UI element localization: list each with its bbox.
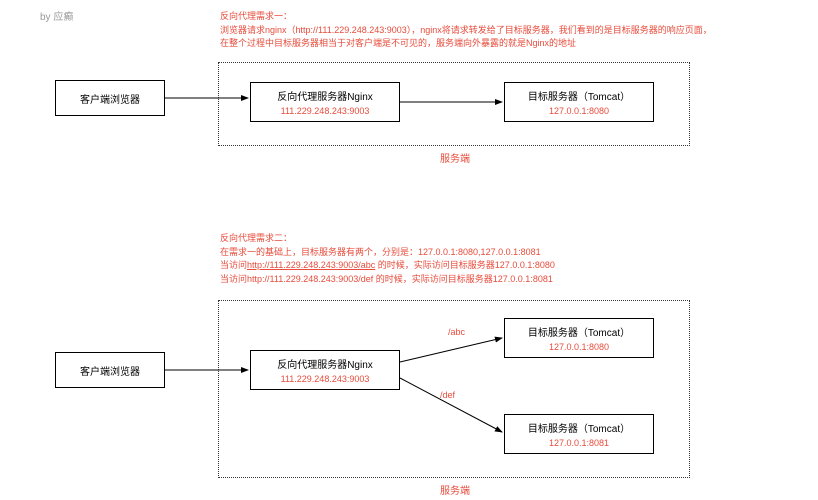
d2-tomcat1-title: 目标服务器（Tomcat） [528, 324, 630, 339]
desc2-line1: 在需求一的基础上，目标服务器有两个，分别是：127.0.0.1:8080,127… [220, 246, 800, 260]
d1-nginx-addr: 111.229.248.243:9003 [281, 106, 370, 116]
d2-nginx-box: 反向代理服务器Nginx 111.229.248.243:9003 [250, 350, 400, 390]
desc2-line2b: 的时候，实际访问目标服务器127.0.0.1:8080 [375, 260, 555, 270]
desc1-line1: 浏览器请求nginx（http://111.229.248.243:9003），… [220, 24, 800, 38]
desc2-line2a: 当访问 [220, 260, 247, 270]
edge-label-def: /def [440, 390, 455, 400]
d2-tomcat1-box: 目标服务器（Tomcat） 127.0.0.1:8080 [504, 318, 654, 358]
d2-tomcat2-title: 目标服务器（Tomcat） [528, 420, 630, 435]
d2-nginx-addr: 111.229.248.243:9003 [281, 374, 370, 384]
d1-server-label: 服务端 [440, 150, 470, 165]
d2-tomcat1-addr: 127.0.0.1:8080 [549, 342, 609, 352]
d1-nginx-box: 反向代理服务器Nginx 111.229.248.243:9003 [250, 82, 400, 122]
d1-client-box: 客户端浏览器 [55, 80, 165, 116]
desc2-title: 反向代理需求二： [220, 232, 800, 246]
d1-tomcat-addr: 127.0.0.1:8080 [549, 106, 609, 116]
author-label: by 应癫 [40, 8, 73, 23]
desc2-line2: 当访问http://111.229.248.243:9003/abc 的时候，实… [220, 259, 800, 273]
desc2-line2-link: http://111.229.248.243:9003/abc [247, 260, 375, 270]
d1-client-label: 客户端浏览器 [80, 91, 140, 106]
desc1: 反向代理需求一： 浏览器请求nginx（http://111.229.248.2… [220, 10, 800, 51]
desc2: 反向代理需求二： 在需求一的基础上，目标服务器有两个，分别是：127.0.0.1… [220, 232, 800, 286]
d1-nginx-title: 反向代理服务器Nginx [277, 88, 373, 103]
desc1-line2: 在整个过程中目标服务器相当于对客户端是不可见的，服务端向外暴露的就是Nginx的… [220, 37, 800, 51]
d2-tomcat2-addr: 127.0.0.1:8081 [549, 438, 609, 448]
d1-tomcat-title: 目标服务器（Tomcat） [528, 88, 630, 103]
d2-tomcat2-box: 目标服务器（Tomcat） 127.0.0.1:8081 [504, 414, 654, 454]
d2-client-label: 客户端浏览器 [80, 363, 140, 378]
desc1-title: 反向代理需求一： [220, 10, 800, 24]
d2-nginx-title: 反向代理服务器Nginx [277, 356, 373, 371]
d2-client-box: 客户端浏览器 [55, 352, 165, 388]
edge-label-abc: /abc [448, 327, 465, 337]
d2-server-label: 服务端 [440, 482, 470, 497]
desc2-line3: 当访问http://111.229.248.243:9003/def 的时候，实… [220, 273, 800, 287]
d1-tomcat-box: 目标服务器（Tomcat） 127.0.0.1:8080 [504, 82, 654, 122]
